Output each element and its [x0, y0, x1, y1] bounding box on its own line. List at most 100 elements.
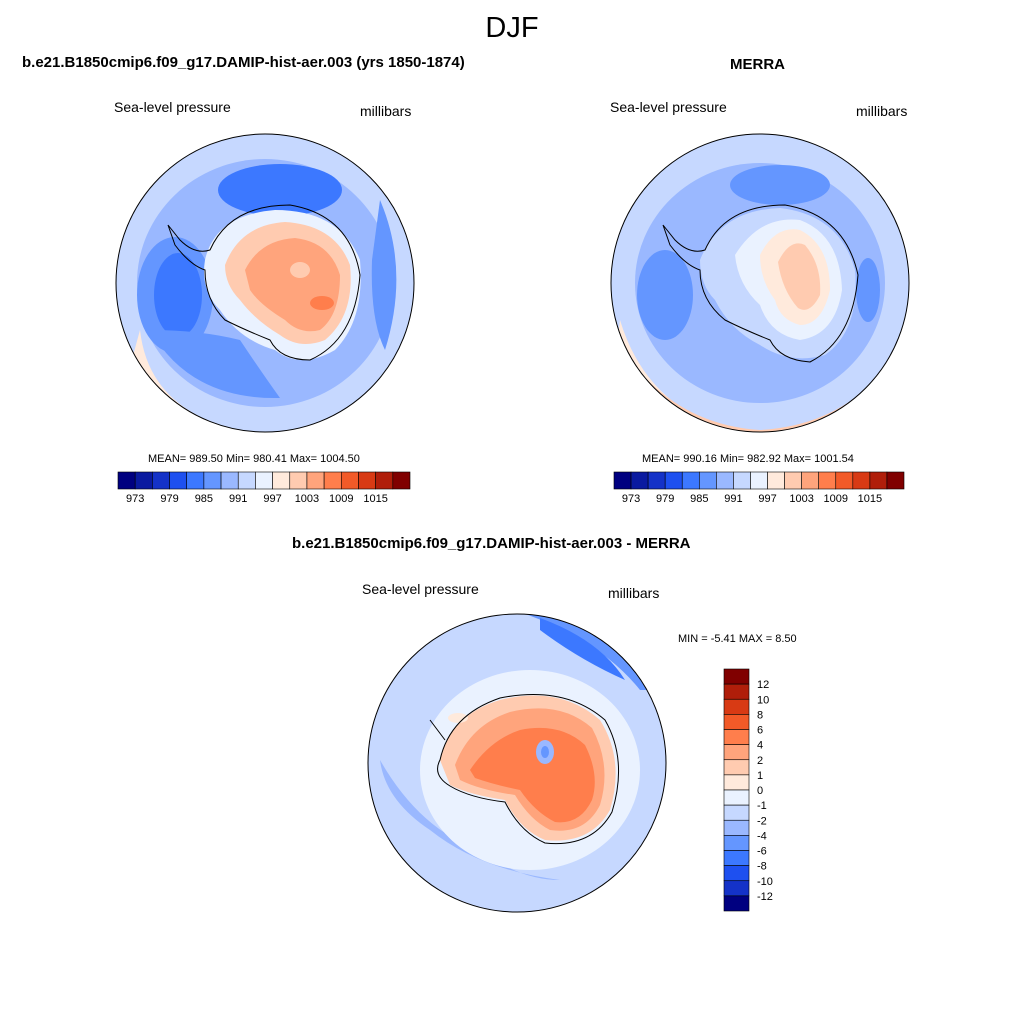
colorbar-tick-label: 997	[758, 493, 776, 505]
colorbar-box	[255, 471, 273, 490]
colorbar-tick-label: -8	[757, 861, 767, 873]
stats-label: MEAN= 990.16 Min= 982.92 Max= 1001.54	[642, 453, 854, 465]
map-border	[610, 133, 910, 433]
colorbar-model: 973 979 985 991 997 1003 1009 1015	[117, 471, 411, 505]
colorbar-tick-label: -1	[757, 800, 767, 812]
colorbar-box	[664, 471, 683, 490]
colorbar-box	[392, 471, 411, 490]
colorbar-tick-label: -12	[757, 891, 773, 903]
colorbar-box	[835, 471, 854, 490]
units-label: millibars	[608, 585, 660, 601]
colorbar-tick-label: 973	[126, 493, 144, 505]
colorbar-box	[723, 850, 750, 866]
map-panel-model	[116, 134, 414, 432]
colorbar-box	[723, 835, 750, 851]
colorbar-box	[716, 471, 734, 490]
colorbar-tick-label: 12	[757, 679, 769, 691]
colorbar-box	[169, 471, 188, 490]
colorbar-tick-label: 1009	[329, 493, 353, 505]
colorbar-box	[323, 471, 342, 490]
panel-title: b.e21.B1850cmip6.f09_g17.DAMIP-hist-aer.…	[292, 535, 691, 552]
map-panel-merra	[611, 134, 909, 432]
colorbar-box	[358, 471, 376, 490]
colorbar-box	[723, 865, 750, 882]
colorbar-box	[784, 471, 802, 490]
colorbar-tick-label: 4	[757, 740, 763, 752]
map-border	[115, 133, 415, 433]
colorbar-box	[733, 471, 751, 490]
colorbar-box	[723, 759, 750, 776]
colorbar-tick-label: -2	[757, 815, 767, 827]
colorbar-box	[613, 471, 632, 490]
colorbar-box	[723, 895, 750, 912]
colorbar-tick-label: 1003	[789, 493, 813, 505]
panel-title: MERRA	[730, 56, 785, 73]
variable-label: Sea-level pressure	[610, 99, 727, 115]
colorbar-box	[186, 471, 205, 490]
colorbar-tick-label: 10	[757, 694, 769, 706]
colorbar-tick-label: -6	[757, 846, 767, 858]
colorbar-box	[647, 471, 666, 490]
colorbar-box	[767, 471, 785, 490]
colorbar-box	[340, 471, 359, 490]
colorbar-box	[117, 471, 136, 490]
colorbar-tick-label: 997	[263, 493, 281, 505]
units-label: millibars	[360, 103, 412, 119]
colorbar-box	[869, 471, 888, 490]
colorbar-tick-label: 985	[195, 493, 213, 505]
units-label: millibars	[856, 103, 908, 119]
colorbar-tick-label: 991	[724, 493, 742, 505]
colorbar-box	[723, 683, 750, 700]
colorbar-box	[289, 471, 308, 490]
colorbar-tick-label: 6	[757, 725, 763, 737]
colorbar-box	[852, 471, 871, 490]
colorbar-box	[723, 804, 750, 821]
colorbar-box	[723, 789, 750, 806]
variable-label: Sea-level pressure	[362, 581, 479, 597]
stats-label: MIN = -5.41 MAX = 8.50	[678, 633, 797, 645]
colorbar-tick-label: -4	[757, 830, 767, 842]
colorbar-box	[723, 880, 750, 897]
colorbar-merra: 973 979 985 991 997 1003 1009 1015	[613, 471, 905, 505]
colorbar-box	[134, 471, 153, 490]
colorbar-tick-label: 973	[622, 493, 640, 505]
colorbar-box	[723, 774, 750, 791]
stats-label: MEAN= 989.50 Min= 980.41 Max= 1004.50	[148, 453, 360, 465]
figure-title: DJF	[485, 12, 539, 44]
colorbar-tick-label: 985	[690, 493, 708, 505]
variable-label: Sea-level pressure	[114, 99, 231, 115]
colorbar-tick-label: 0	[757, 785, 763, 797]
colorbar-tick-label: 1015	[363, 493, 387, 505]
map-border	[367, 613, 667, 913]
colorbar-box	[886, 471, 905, 490]
colorbar-box	[152, 471, 170, 490]
colorbar-box	[203, 471, 222, 490]
map-panel-difference	[368, 614, 666, 912]
colorbar-tick-label: 979	[656, 493, 674, 505]
colorbar-tick-label: 1	[757, 770, 763, 782]
colorbar-box	[306, 471, 325, 490]
colorbar-box	[723, 819, 750, 836]
colorbar-box	[375, 471, 394, 490]
colorbar-box	[237, 471, 256, 490]
colorbar-tick-label: -10	[757, 876, 773, 888]
colorbar-tick-label: 1009	[824, 493, 848, 505]
colorbar-box	[630, 471, 649, 490]
colorbar-tick-label: 1015	[858, 493, 882, 505]
colorbar-box	[723, 744, 750, 761]
panel-title: b.e21.B1850cmip6.f09_g17.DAMIP-hist-aer.…	[22, 54, 465, 71]
colorbar-box	[723, 729, 750, 745]
colorbar-tick-label: 979	[160, 493, 178, 505]
colorbar-box	[801, 471, 820, 490]
colorbar-box	[723, 714, 750, 730]
colorbar-tick-label: 8	[757, 709, 763, 721]
colorbar-box	[220, 471, 239, 490]
colorbar-box	[818, 471, 837, 490]
colorbar-box	[750, 471, 768, 490]
colorbar-tick-label: 1003	[295, 493, 319, 505]
colorbar-box	[698, 471, 717, 490]
colorbar-box	[272, 471, 291, 490]
colorbar-tick-label: 2	[757, 755, 763, 767]
